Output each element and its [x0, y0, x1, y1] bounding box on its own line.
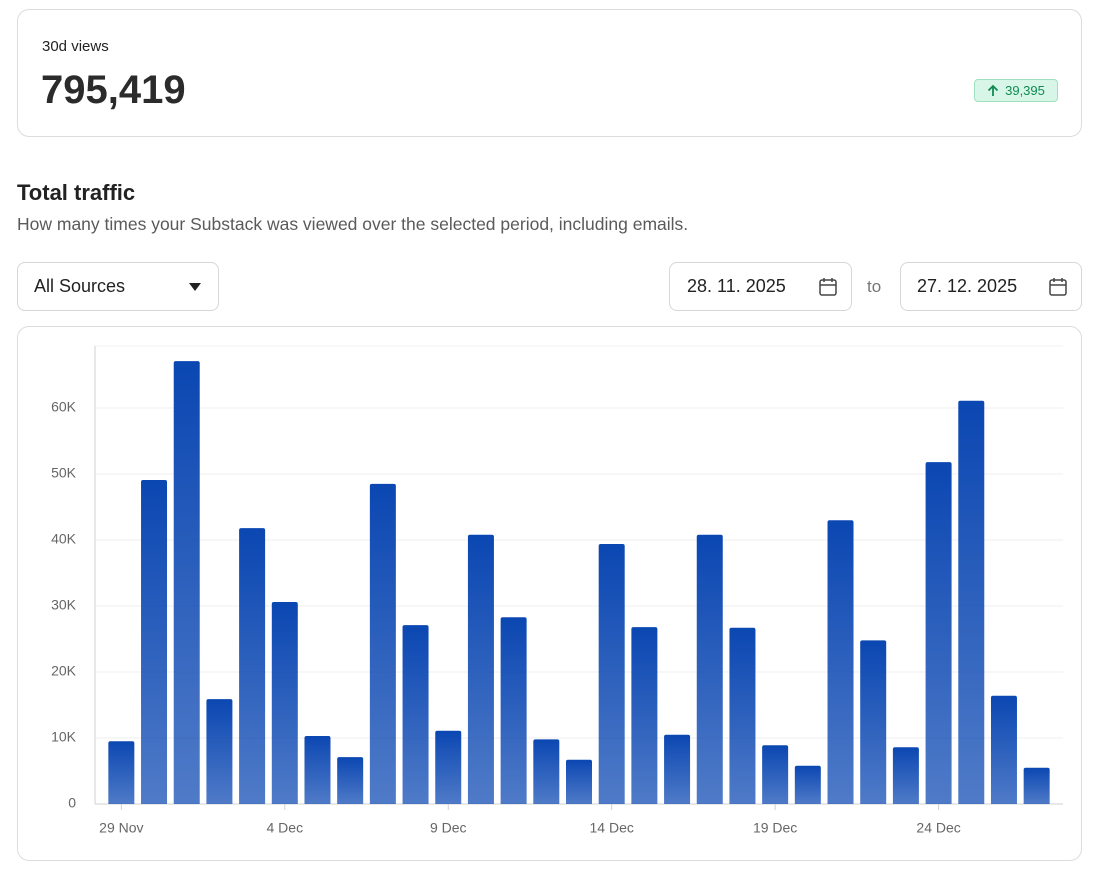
bar: [990, 695, 1017, 804]
date-to-input[interactable]: 27. 12. 2025: [900, 262, 1082, 311]
stat-value: 795,419: [41, 68, 186, 112]
source-label: All Sources: [34, 276, 126, 296]
bar: [304, 736, 331, 804]
bar: [892, 747, 919, 804]
bar: [631, 627, 658, 804]
bar: [435, 730, 462, 804]
stat-card: 30d views 795,419 39,395: [17, 9, 1082, 137]
x-tick-label: 4 Dec: [267, 820, 304, 836]
section-title: Total traffic: [17, 180, 136, 205]
bar: [925, 462, 952, 804]
bar: [566, 759, 592, 804]
date-from-input[interactable]: 28. 11. 2025: [669, 262, 852, 311]
bar: [467, 534, 494, 804]
bar: [500, 617, 527, 804]
x-tick-label: 29 Nov: [99, 820, 143, 836]
source-dropdown[interactable]: All Sources: [17, 262, 219, 311]
y-tick-label: 10K: [51, 729, 77, 745]
bar: [762, 745, 789, 804]
x-tick-label: 24 Dec: [916, 820, 960, 836]
bar: [860, 640, 887, 804]
bar: [206, 699, 233, 804]
bar: [337, 757, 364, 804]
bar: [794, 765, 821, 804]
bar: [696, 534, 723, 804]
stat-label: 30d views: [42, 38, 109, 55]
bar: [173, 361, 200, 804]
bar: [402, 625, 429, 804]
x-tick-label: 9 Dec: [430, 820, 467, 836]
calendar-icon: [819, 278, 837, 296]
date-separator: to: [867, 277, 882, 296]
y-tick-label: 40K: [51, 531, 77, 547]
bar: [239, 528, 266, 804]
y-tick-label: 20K: [51, 663, 77, 679]
change-value: 39,395: [1005, 83, 1045, 98]
x-tick-label: 14 Dec: [590, 820, 634, 836]
y-tick-label: 60K: [51, 399, 77, 415]
bar: [108, 741, 135, 804]
bar: [271, 602, 298, 804]
bar: [598, 543, 625, 804]
bar: [664, 734, 691, 804]
y-tick-label: 0: [68, 795, 76, 811]
bar: [729, 627, 756, 804]
calendar-icon: [1049, 278, 1067, 296]
dropdown-caret: [189, 283, 201, 291]
section-subtitle: How many times your Substack was viewed …: [17, 214, 689, 234]
bar: [958, 400, 985, 804]
y-tick-label: 50K: [51, 465, 77, 481]
bar: [827, 520, 854, 804]
bar: [141, 479, 168, 804]
bar: [1023, 767, 1050, 804]
up-arrow-icon: [987, 84, 999, 96]
x-tick-label: 19 Dec: [753, 820, 797, 836]
date-to: 27. 12. 2025: [917, 276, 1018, 296]
bar: [369, 483, 396, 804]
date-from: 28. 11. 2025: [687, 276, 786, 296]
change-badge: 39,395: [974, 79, 1058, 102]
bar: [533, 739, 560, 804]
y-tick-label: 30K: [51, 597, 77, 613]
